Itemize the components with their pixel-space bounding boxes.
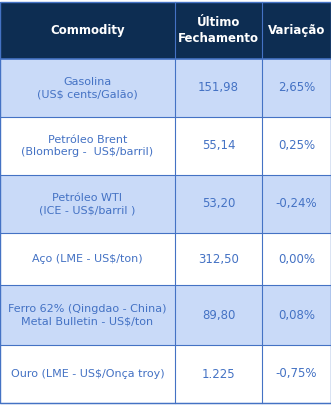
Text: Variação: Variação — [268, 24, 325, 37]
Bar — [262, 2, 331, 59]
Text: Ouro (LME - US$/Onça troy): Ouro (LME - US$/Onça troy) — [11, 369, 164, 379]
Bar — [0, 285, 175, 345]
Bar — [175, 59, 262, 117]
Text: -0,75%: -0,75% — [276, 367, 317, 381]
Bar — [0, 2, 175, 59]
Text: Petróleo WTI
(ICE - US$/barril ): Petróleo WTI (ICE - US$/barril ) — [39, 193, 136, 215]
Text: Petróleo Brent
(Blomberg -  US$/barril): Petróleo Brent (Blomberg - US$/barril) — [22, 135, 154, 157]
Bar — [175, 285, 262, 345]
Bar — [0, 117, 175, 175]
Bar — [175, 175, 262, 233]
Bar — [262, 345, 331, 403]
Bar — [262, 59, 331, 117]
Bar — [0, 345, 175, 403]
Text: Último
Fechamento: Último Fechamento — [178, 16, 259, 45]
Bar — [175, 233, 262, 285]
Bar — [262, 175, 331, 233]
Text: Gasolina
(US$ cents/Galão): Gasolina (US$ cents/Galão) — [37, 77, 138, 99]
Text: 1.225: 1.225 — [202, 367, 235, 381]
Text: 151,98: 151,98 — [198, 81, 239, 94]
Bar — [262, 285, 331, 345]
Text: 2,65%: 2,65% — [278, 81, 315, 94]
Text: Ferro 62% (Qingdao - China)
Metal Bulletin - US$/ton: Ferro 62% (Qingdao - China) Metal Bullet… — [8, 304, 167, 326]
Bar — [0, 233, 175, 285]
Text: Commodity: Commodity — [50, 24, 125, 37]
Bar — [262, 117, 331, 175]
Text: -0,24%: -0,24% — [276, 198, 317, 211]
Text: Aço (LME - US$/ton): Aço (LME - US$/ton) — [32, 254, 143, 264]
Bar — [0, 175, 175, 233]
Bar — [175, 345, 262, 403]
Text: 312,50: 312,50 — [198, 252, 239, 266]
Text: 0,25%: 0,25% — [278, 139, 315, 153]
Text: 53,20: 53,20 — [202, 198, 235, 211]
Bar — [262, 233, 331, 285]
Text: 0,00%: 0,00% — [278, 252, 315, 266]
Bar — [0, 59, 175, 117]
Text: 89,80: 89,80 — [202, 309, 235, 322]
Text: 55,14: 55,14 — [202, 139, 235, 153]
Bar — [175, 117, 262, 175]
Bar — [175, 2, 262, 59]
Text: 0,08%: 0,08% — [278, 309, 315, 322]
